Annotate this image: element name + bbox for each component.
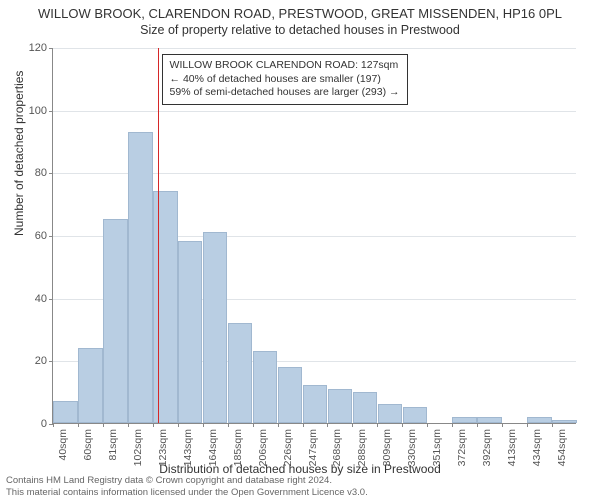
histogram-bar (353, 392, 377, 423)
x-axis-label: Distribution of detached houses by size … (0, 462, 600, 476)
x-tick (502, 423, 503, 427)
x-tick (352, 423, 353, 427)
histogram-bar (178, 241, 202, 423)
x-tick (452, 423, 453, 427)
footer-line2: This material contains information licen… (6, 487, 368, 498)
y-tick-label: 40 (35, 293, 47, 305)
x-tick (427, 423, 428, 427)
x-tick-label: 185sqm (232, 429, 244, 466)
x-tick (477, 423, 478, 427)
x-tick-label: 268sqm (331, 429, 343, 466)
annotation-box: WILLOW BROOK CLARENDON ROAD: 127sqm← 40%… (162, 54, 408, 105)
footer-line1: Contains HM Land Registry data © Crown c… (6, 475, 368, 486)
histogram-bar (128, 132, 152, 423)
gridline (53, 111, 576, 112)
x-tick-label: 372sqm (456, 429, 468, 466)
x-tick-label: 309sqm (381, 429, 393, 466)
y-tick-label: 120 (29, 42, 47, 54)
y-tick-label: 100 (29, 105, 47, 117)
x-tick-label: 206sqm (257, 429, 269, 466)
x-tick (78, 423, 79, 427)
x-tick (552, 423, 553, 427)
x-tick (527, 423, 528, 427)
x-tick-label: 454sqm (556, 429, 568, 466)
x-tick-label: 392sqm (481, 429, 493, 466)
x-tick (377, 423, 378, 427)
y-tick (49, 361, 53, 362)
histogram-bar (203, 232, 227, 423)
x-tick-label: 164sqm (207, 429, 219, 466)
x-tick (303, 423, 304, 427)
x-tick (128, 423, 129, 427)
x-tick-label: 81sqm (107, 429, 119, 461)
histogram-bar (228, 323, 252, 423)
page-title: WILLOW BROOK, CLARENDON ROAD, PRESTWOOD,… (0, 0, 600, 21)
y-tick (49, 236, 53, 237)
x-tick-label: 143sqm (182, 429, 194, 466)
histogram-bar (278, 367, 302, 423)
x-tick (327, 423, 328, 427)
x-tick-label: 247sqm (307, 429, 319, 466)
x-tick (228, 423, 229, 427)
x-tick (402, 423, 403, 427)
x-tick-label: 330sqm (406, 429, 418, 466)
x-tick (203, 423, 204, 427)
histogram-bar (452, 417, 476, 423)
histogram-bar (477, 417, 501, 423)
y-tick (49, 299, 53, 300)
x-tick-label: 226sqm (282, 429, 294, 466)
x-tick-label: 40sqm (57, 429, 69, 461)
histogram-bar (378, 404, 402, 423)
x-tick-label: 60sqm (82, 429, 94, 461)
x-tick-label: 102sqm (132, 429, 144, 466)
histogram-bar (53, 401, 77, 423)
histogram-bar (552, 420, 576, 423)
x-tick (253, 423, 254, 427)
histogram-bar (527, 417, 551, 423)
x-tick (178, 423, 179, 427)
footer-attribution: Contains HM Land Registry data © Crown c… (6, 475, 368, 498)
y-tick-label: 0 (41, 418, 47, 430)
plot-area: 02040608010012040sqm60sqm81sqm102sqm123s… (52, 48, 576, 424)
y-tick-label: 80 (35, 167, 47, 179)
histogram-bar (328, 389, 352, 423)
annotation-line: WILLOW BROOK CLARENDON ROAD: 127sqm (170, 59, 400, 73)
chart-subtitle: Size of property relative to detached ho… (0, 21, 600, 37)
histogram-bar (78, 348, 102, 423)
x-tick (278, 423, 279, 427)
histogram-bar (253, 351, 277, 423)
x-tick-label: 123sqm (157, 429, 169, 466)
y-axis-label: Number of detached properties (12, 71, 26, 236)
x-tick-label: 288sqm (356, 429, 368, 466)
x-tick-label: 351sqm (431, 429, 443, 466)
y-tick-label: 20 (35, 355, 47, 367)
x-tick (53, 423, 54, 427)
histogram-bar (103, 219, 127, 423)
subject-marker-line (158, 48, 159, 423)
x-tick-label: 434sqm (531, 429, 543, 466)
y-tick (49, 48, 53, 49)
x-tick-label: 413sqm (506, 429, 518, 466)
x-tick (153, 423, 154, 427)
y-tick (49, 111, 53, 112)
x-tick (103, 423, 104, 427)
annotation-line: ← 40% of detached houses are smaller (19… (170, 73, 400, 87)
y-tick (49, 173, 53, 174)
y-tick-label: 60 (35, 230, 47, 242)
histogram-bar (303, 385, 327, 423)
gridline (53, 48, 576, 49)
annotation-line: 59% of semi-detached houses are larger (… (170, 86, 400, 100)
histogram-bar (403, 407, 427, 423)
chart-container: WILLOW BROOK, CLARENDON ROAD, PRESTWOOD,… (0, 0, 600, 500)
